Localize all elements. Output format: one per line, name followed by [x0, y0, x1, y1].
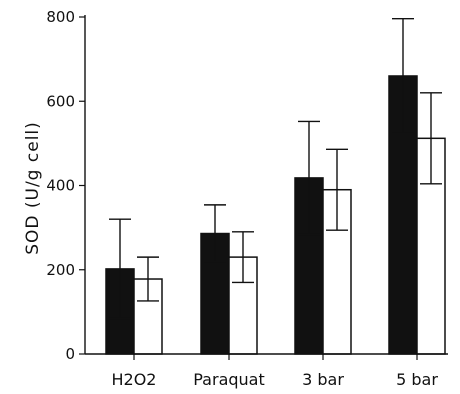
y-tick-label-1: 200 — [46, 261, 75, 279]
y-axis-title: SOD (U/g cell) — [23, 121, 43, 255]
y-tick-label-4: 800 — [46, 8, 75, 26]
labels-layer: H2O2 Paraquat 3 bar 5 bar 0 200 400 600 800 — [46, 8, 438, 389]
x-tick-label-1: Paraquat — [193, 370, 265, 389]
x-tick-label-0: H2O2 — [112, 370, 157, 389]
bars-layer — [105, 75, 446, 355]
x-tick-label-3: 5 bar — [396, 370, 438, 389]
bar-series2-1 — [228, 256, 258, 355]
y-tick-label-2: 400 — [46, 177, 75, 195]
axes-layer — [79, 15, 448, 360]
error-bars-layer — [109, 17, 442, 320]
x-tick-label-2: 3 bar — [302, 370, 344, 389]
y-tick-label-0: 0 — [65, 345, 75, 363]
y-tick-label-3: 600 — [46, 92, 75, 110]
